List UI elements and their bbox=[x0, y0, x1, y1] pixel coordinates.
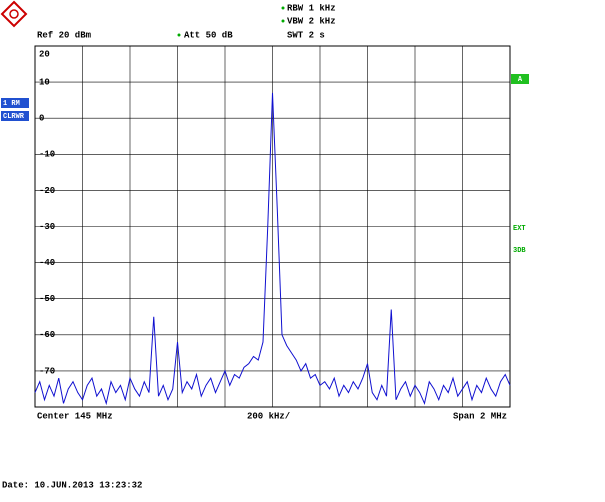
rbw: RBW 1 kHz bbox=[287, 3, 336, 13]
ref-level: Ref 20 dBm bbox=[37, 30, 92, 40]
y-tick-label: -20 bbox=[39, 186, 55, 196]
label-box bbox=[1, 111, 29, 121]
span-label: Span 2 MHz bbox=[453, 411, 507, 421]
trace bbox=[34, 92, 511, 406]
marker-label: A bbox=[518, 76, 523, 84]
mode-label: CLRWR bbox=[3, 113, 25, 121]
div-label: 200 kHz/ bbox=[247, 411, 290, 421]
flag bbox=[281, 19, 285, 23]
y-tick-label: 10 bbox=[39, 77, 50, 87]
y-tick-label: -70 bbox=[39, 366, 55, 376]
label-box bbox=[1, 98, 29, 108]
ext-label: EXT bbox=[513, 225, 526, 233]
y-tick-label: -50 bbox=[39, 294, 55, 304]
db-label: 3DB bbox=[513, 247, 526, 255]
y-tick-label: 0 bbox=[39, 114, 44, 124]
label-box bbox=[511, 74, 529, 84]
date-label: Date: 10.JUN.2013 13:23:32 bbox=[2, 480, 142, 490]
flag bbox=[177, 33, 181, 37]
swt: SWT 2 s bbox=[287, 30, 325, 40]
flag bbox=[281, 6, 285, 10]
attenuation: Att 50 dB bbox=[184, 30, 233, 40]
y-tick-label: -10 bbox=[39, 150, 55, 160]
trace-label: 1 RM bbox=[3, 100, 20, 108]
logo bbox=[0, 0, 28, 28]
y-tick-label: -60 bbox=[39, 330, 55, 340]
vbw: VBW 2 kHz bbox=[287, 16, 336, 26]
y-tick-label: 20 bbox=[39, 49, 50, 59]
center-label: Center 145 MHz bbox=[37, 411, 113, 421]
y-tick-label: -30 bbox=[39, 222, 55, 232]
y-tick-label: -40 bbox=[39, 258, 55, 268]
